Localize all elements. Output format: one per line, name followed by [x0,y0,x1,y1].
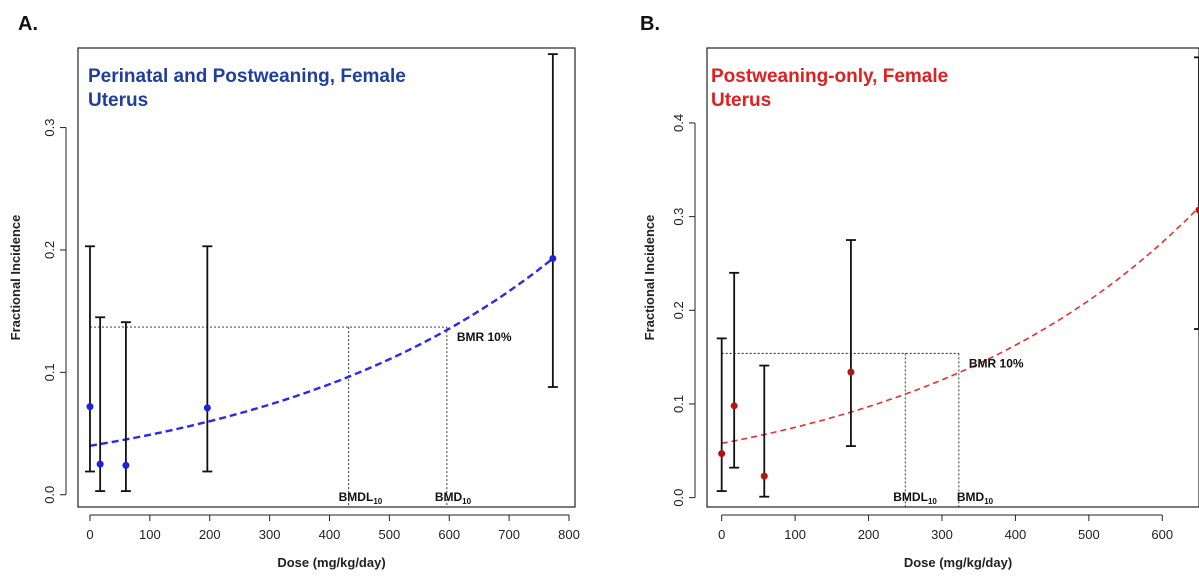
x-tick-label: 300 [259,527,281,542]
x-tick-label: 500 [1078,527,1100,542]
data-point [760,472,768,480]
x-tick-label: 200 [199,527,221,542]
bmr-label: BMR 10% [969,356,1024,370]
data-point [1195,206,1199,214]
y-tick-label: 0.4 [671,114,686,132]
chart-title-line: Uterus [711,90,771,111]
fitted-curve [721,206,1199,445]
x-tick-label: 300 [931,527,953,542]
data-point [86,403,94,411]
data-point [847,368,855,376]
x-tick-label: 100 [139,527,161,542]
chart-panel-a: A. Perinatal and Postweaning, Female Uteru… [8,13,580,570]
x-tick-label: 400 [1005,527,1027,542]
x-tick-label: 600 [438,527,460,542]
y-tick-label: 0.2 [42,241,57,259]
y-tick-label: 0.1 [671,395,686,413]
x-tick-label: 100 [784,527,806,542]
bmd-label: BMD10 [957,490,994,506]
y-tick-label: 0.0 [42,486,57,504]
bmdl-label: BMDL10 [893,490,937,506]
bmd-label: BMD10 [435,490,472,506]
data-point [549,255,557,263]
panel-label: B. [640,13,660,35]
x-tick-label: 800 [558,527,580,542]
data-point [718,450,726,458]
x-axis-title: Dose (mg/kg/day) [277,555,385,570]
x-tick-label: 500 [379,527,401,542]
panel-label: A. [18,13,38,35]
x-tick-label: 0 [86,527,93,542]
y-axis-title: Fractional Incidence [8,215,23,341]
x-tick-label: 400 [319,527,341,542]
x-tick-label: 200 [858,527,880,542]
x-tick-label: 600 [1151,527,1173,542]
plot-frame [706,47,1199,508]
y-tick-label: 0.2 [671,301,686,319]
plot-frame [77,47,576,508]
x-axis-title: Dose (mg/kg/day) [904,555,1012,570]
x-tick-label: 700 [498,527,520,542]
data-point [730,402,738,410]
data-layer [84,53,558,507]
fitted-curve [89,257,554,447]
chart-panel-b: B. Postweaning-only, Female Uterus 0 100 200 3… [640,13,1199,570]
y-tick-label: 0.1 [42,363,57,381]
y-tick-label: 0.3 [42,119,57,137]
x-tick-label: 0 [718,527,725,542]
y-axis-title: Fractional Incidence [642,215,657,341]
data-point [122,461,130,469]
data-point [96,460,104,468]
bmdl-label: BMDL10 [339,490,383,506]
data-point [203,404,211,412]
data-layer [716,56,1199,507]
chart-title-line: Perinatal and Postweaning, Female [88,66,406,87]
y-tick-label: 0.0 [671,489,686,507]
y-tick-label: 0.3 [671,208,686,226]
chart-title-line: Uterus [88,90,148,111]
bmr-label: BMR 10% [457,330,512,344]
chart-title-line: Postweaning-only, Female [711,66,948,87]
